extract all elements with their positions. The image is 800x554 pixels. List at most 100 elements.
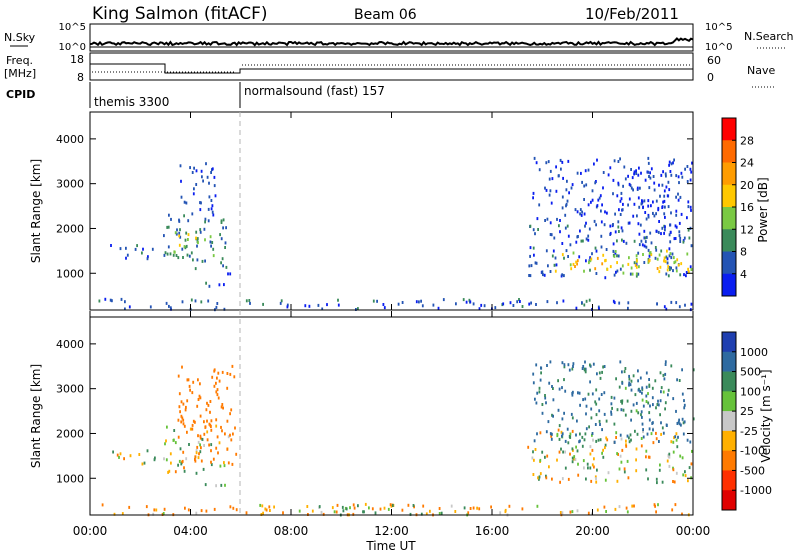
scatter-cell — [637, 369, 639, 373]
scatter-cell — [196, 445, 199, 449]
scatter-cell — [147, 255, 149, 259]
scatter-cell — [688, 236, 691, 240]
scatter-cell — [629, 184, 632, 188]
scatter-cell — [682, 432, 685, 436]
scatter-cell — [199, 382, 201, 386]
scatter-cell — [570, 267, 573, 271]
scatter-cell — [596, 204, 599, 208]
scatter-cell — [391, 504, 394, 507]
nsearch-tick-top: 10^5 — [705, 22, 732, 33]
scatter-cell — [598, 397, 601, 401]
scatter-cell — [185, 457, 188, 461]
scatter-cell — [656, 257, 659, 261]
scatter-cell — [611, 406, 613, 410]
scatter-cell — [533, 439, 536, 443]
scatter-cell — [357, 504, 359, 508]
scatter-cell — [637, 272, 640, 276]
scatter-cell — [590, 407, 593, 411]
scatter-cell — [635, 172, 638, 175]
scatter-cell — [545, 476, 548, 480]
scatter-cell — [649, 231, 652, 235]
scatter-cell — [187, 219, 190, 223]
scatter-cell — [591, 448, 594, 452]
scatter-cell — [383, 306, 386, 310]
scatter-cell — [614, 230, 617, 234]
scatter-cell — [629, 383, 632, 387]
scatter-cell — [650, 167, 653, 171]
colorbar-cell — [722, 162, 736, 186]
scatter-cell — [657, 403, 660, 407]
scatter-cell — [321, 307, 324, 311]
scatter-cell — [677, 435, 679, 439]
colorbar-tick-label: 100 — [740, 385, 761, 398]
scatter-cell — [551, 254, 554, 258]
scatter-cell — [561, 434, 563, 438]
scatter-cell — [678, 379, 681, 382]
scatter-cell — [655, 406, 657, 410]
scatter-cell — [374, 511, 377, 515]
scatter-cell — [672, 161, 674, 165]
scatter-cell — [674, 260, 677, 264]
scatter-cell — [200, 509, 203, 513]
scatter-cell — [614, 507, 617, 511]
scatter-cell — [558, 450, 561, 454]
scatter-cell — [544, 219, 546, 222]
colorbar-tick-label: 1000 — [740, 346, 768, 359]
scatter-cell — [563, 411, 565, 415]
scatter-cell — [550, 233, 553, 237]
scatter-cell — [654, 504, 656, 508]
scatter-cell — [584, 224, 586, 228]
scatter-cell — [208, 422, 211, 426]
scatter-cell — [601, 203, 603, 207]
scatter-cell — [655, 437, 658, 441]
scatter-cell — [331, 506, 334, 510]
scatter-cell — [670, 162, 673, 166]
scatter-cell — [167, 225, 170, 229]
scatter-cell — [638, 205, 641, 209]
scatter-cell — [666, 249, 668, 253]
scatter-cell — [174, 470, 177, 474]
scatter-cell — [616, 254, 618, 258]
scatter-cell — [124, 300, 126, 304]
scatter-cell — [657, 208, 660, 212]
scatter-cell — [617, 452, 619, 456]
scatter-cell — [590, 257, 593, 261]
scatter-cell — [585, 412, 587, 416]
scatter-cell — [146, 257, 149, 261]
scatter-cell — [677, 263, 680, 267]
scatter-cell — [418, 300, 420, 304]
nsearch-label: N.Search — [744, 30, 794, 43]
scatter-cell — [548, 381, 551, 385]
scatter-cell — [560, 447, 562, 451]
scatter-cell — [563, 363, 566, 367]
scatter-cell — [177, 256, 180, 260]
scatter-cell — [689, 205, 692, 209]
scatter-cell — [195, 183, 198, 186]
scatter-cell — [645, 245, 648, 249]
scatter-cell — [200, 459, 203, 463]
scatter-cell — [572, 262, 575, 266]
scatter-cell — [317, 303, 320, 307]
scatter-cell — [179, 164, 182, 168]
scatter-cell — [575, 433, 577, 437]
scatter-cell — [199, 450, 202, 454]
colorbar-cell — [722, 332, 736, 353]
scatter-cell — [673, 158, 675, 162]
scatter-cell — [687, 200, 690, 204]
scatter-cell — [211, 241, 214, 244]
scatter-cell — [679, 454, 682, 458]
scatter-cell — [664, 215, 666, 219]
power-ylabel: Slant Range [km] — [29, 159, 43, 263]
scatter-cell — [579, 432, 581, 436]
scatter-cell — [638, 265, 640, 269]
scatter-cell — [602, 448, 604, 452]
scatter-cell — [644, 211, 647, 214]
scatter-cell — [623, 470, 626, 474]
scatter-cell — [595, 477, 597, 481]
scatter-cell — [532, 372, 535, 376]
scatter-cell — [541, 411, 544, 415]
scatter-cell — [222, 406, 224, 410]
y-tick-label: 3000 — [56, 383, 84, 396]
scatter-cell — [594, 423, 597, 426]
scatter-cell — [646, 432, 649, 436]
